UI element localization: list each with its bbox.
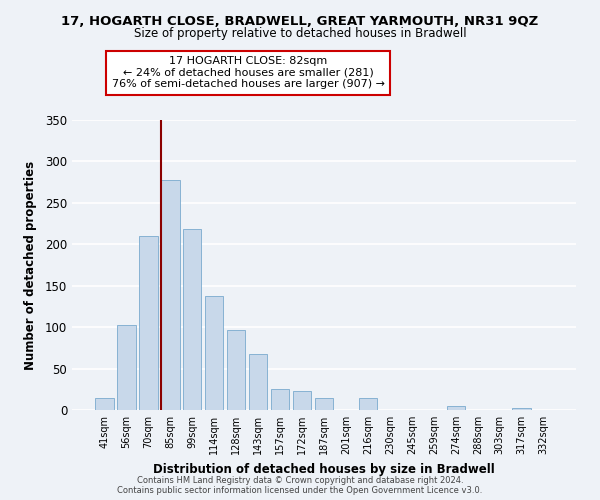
Bar xyxy=(205,296,223,410)
Bar xyxy=(249,354,268,410)
Bar xyxy=(227,330,245,410)
Text: Size of property relative to detached houses in Bradwell: Size of property relative to detached ho… xyxy=(134,28,466,40)
Bar xyxy=(314,398,334,410)
Bar xyxy=(359,398,377,410)
Bar xyxy=(117,324,136,410)
Bar xyxy=(293,391,311,410)
Text: 17, HOGARTH CLOSE, BRADWELL, GREAT YARMOUTH, NR31 9QZ: 17, HOGARTH CLOSE, BRADWELL, GREAT YARMO… xyxy=(61,15,539,28)
Bar xyxy=(139,236,158,410)
Bar xyxy=(183,230,202,410)
X-axis label: Distribution of detached houses by size in Bradwell: Distribution of detached houses by size … xyxy=(153,462,495,475)
Y-axis label: Number of detached properties: Number of detached properties xyxy=(23,160,37,370)
Bar xyxy=(161,180,179,410)
Bar xyxy=(271,390,289,410)
Text: Contains HM Land Registry data © Crown copyright and database right 2024.: Contains HM Land Registry data © Crown c… xyxy=(137,476,463,485)
Bar xyxy=(95,398,113,410)
Text: Contains public sector information licensed under the Open Government Licence v3: Contains public sector information licen… xyxy=(118,486,482,495)
Text: 17 HOGARTH CLOSE: 82sqm
← 24% of detached houses are smaller (281)
76% of semi-d: 17 HOGARTH CLOSE: 82sqm ← 24% of detache… xyxy=(112,56,385,90)
Bar xyxy=(446,406,465,410)
Bar xyxy=(512,408,531,410)
